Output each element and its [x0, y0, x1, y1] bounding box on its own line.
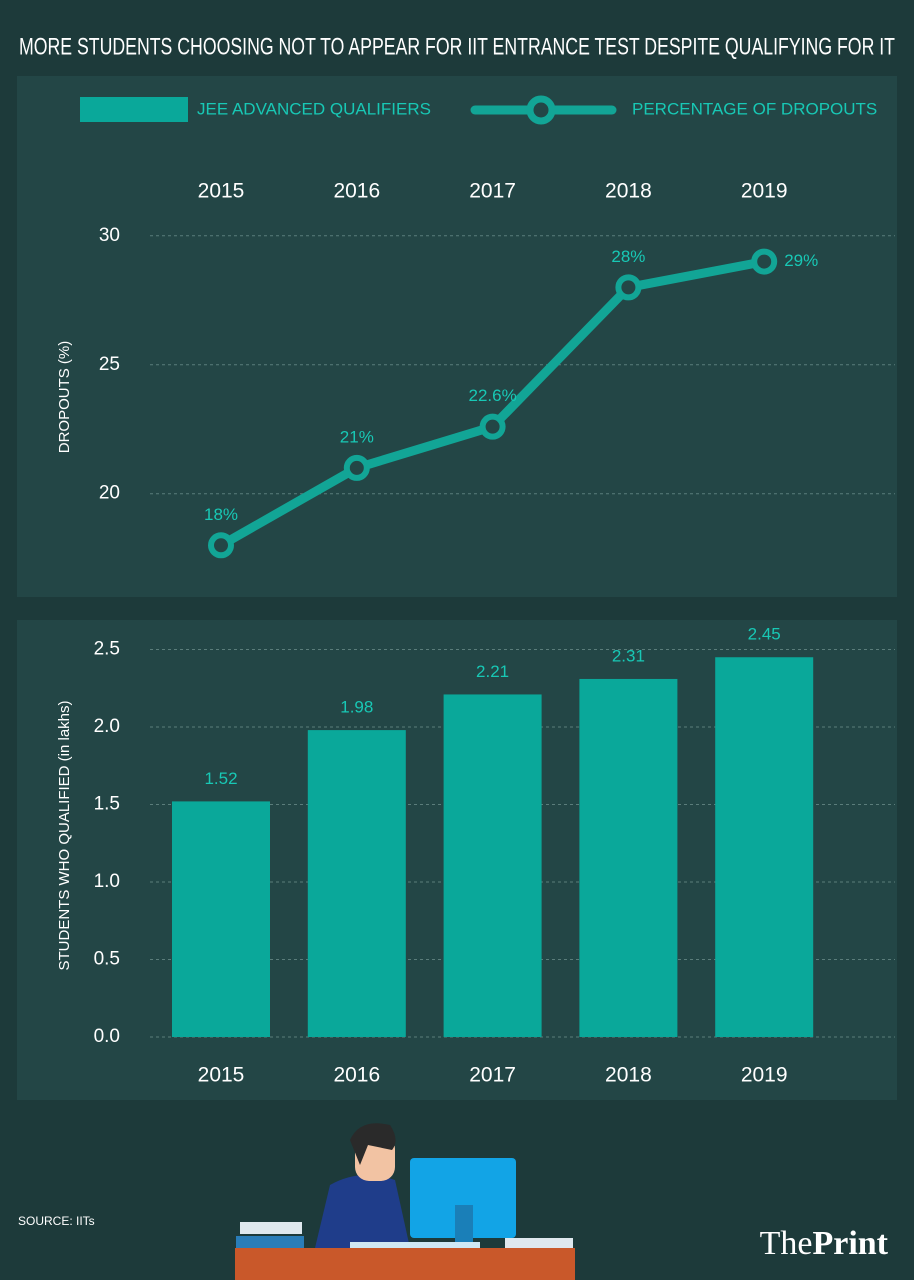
x-tick-label: 2018: [605, 1064, 652, 1087]
value-label: 2.21: [476, 662, 509, 681]
person-hair: [350, 1123, 396, 1165]
y-tick-label: 2.0: [94, 716, 120, 737]
y-tick-label: 1.5: [94, 794, 120, 815]
line-panel: [17, 76, 897, 597]
legend-swatch-marker: [526, 95, 556, 125]
value-label: 29%: [784, 251, 818, 270]
x-tick-label: 2015: [198, 180, 245, 203]
legend-swatch-bar: [80, 97, 188, 122]
point: [615, 274, 642, 301]
value-label: 2.45: [748, 625, 781, 644]
x-tick-label: 2016: [333, 180, 380, 203]
y-tick-label: 0.5: [94, 949, 120, 970]
y-tick-label: 1.0: [94, 871, 120, 892]
bar: [172, 801, 270, 1037]
y-tick-label: 25: [99, 354, 120, 375]
bar: [443, 694, 542, 1037]
source: SOURCE: IITs: [18, 1214, 95, 1228]
point: [343, 454, 370, 481]
point: [479, 413, 506, 440]
x-tick-label: 2017: [469, 180, 516, 203]
book: [505, 1238, 573, 1248]
x-tick-label: 2019: [741, 180, 788, 203]
value-label: 28%: [611, 247, 645, 266]
y-tick-label: 30: [99, 225, 120, 246]
value-label: 1.98: [340, 698, 373, 717]
y-tick-label: 2.5: [94, 639, 120, 660]
y-tick-label: 20: [99, 483, 120, 504]
illustration: [235, 1123, 575, 1280]
value-label: 1.52: [204, 769, 237, 788]
monitor-stand: [455, 1205, 473, 1245]
desk: [235, 1248, 575, 1280]
bar: [579, 678, 678, 1037]
bar: [307, 730, 406, 1037]
x-tick-label: 2016: [333, 1064, 380, 1087]
chart-title: MORE STUDENTS CHOOSING NOT TO APPEAR FOR…: [19, 33, 895, 60]
value-label: 22.6%: [468, 386, 516, 405]
value-label: 18%: [204, 505, 238, 524]
x-tick-label: 2018: [605, 180, 652, 203]
x-tick-label: 2015: [198, 1064, 245, 1087]
legend-label: PERCENTAGE OF DROPOUTS: [632, 99, 877, 118]
y-axis-label: DROPOUTS (%): [56, 341, 73, 454]
point: [208, 532, 234, 559]
book: [240, 1222, 302, 1234]
x-tick-label: 2017: [469, 1064, 516, 1087]
bar: [715, 657, 814, 1037]
y-axis-label: STUDENTS WHO QUALIFIED (in lakhs): [56, 700, 73, 970]
value-label: 21%: [340, 427, 374, 446]
monitor: [410, 1158, 516, 1238]
person-body: [315, 1175, 410, 1248]
keyboard: [350, 1242, 480, 1248]
brand-part: Print: [812, 1225, 888, 1262]
y-tick-label: 0.0: [94, 1026, 120, 1047]
point: [751, 248, 778, 275]
book: [236, 1236, 304, 1248]
legend-label: JEE ADVANCED QUALIFIERS: [197, 99, 431, 118]
brand: ThePrint: [760, 1225, 889, 1262]
x-tick-label: 2019: [741, 1064, 788, 1087]
value-label: 2.31: [612, 646, 645, 665]
brand-part: The: [760, 1225, 813, 1262]
